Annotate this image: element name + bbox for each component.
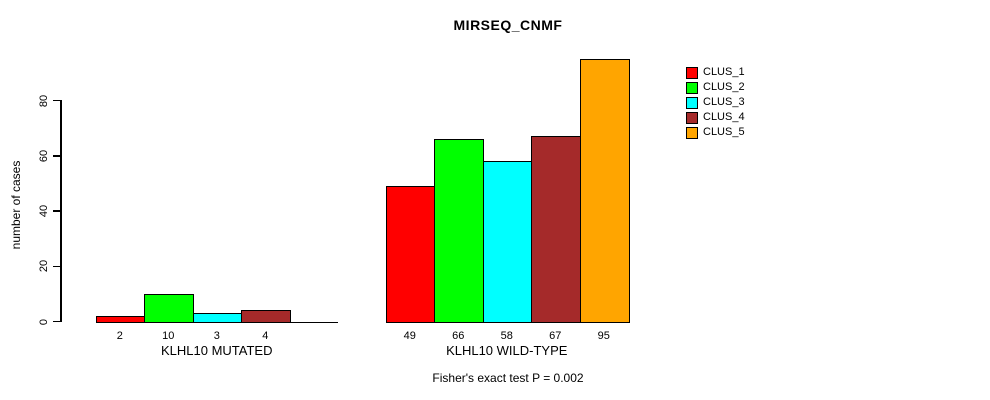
legend-label: CLUS_1 — [703, 66, 745, 78]
bar — [482, 161, 533, 323]
bar-value-label: 4 — [262, 330, 269, 342]
bar-value-label: 58 — [500, 330, 513, 342]
y-axis-title: number of cases — [9, 160, 23, 250]
bar — [192, 313, 243, 323]
legend-label: CLUS_4 — [703, 111, 745, 123]
legend-swatch-clus_2 — [686, 82, 698, 94]
bar — [95, 315, 146, 323]
y-tick-mark — [53, 155, 60, 157]
bar — [434, 139, 484, 323]
legend-label: CLUS_5 — [703, 126, 745, 138]
bar-value-label: 3 — [213, 330, 220, 342]
y-tick-mark — [53, 99, 60, 102]
bar — [144, 293, 194, 323]
bar — [385, 186, 436, 323]
bar — [241, 310, 291, 323]
bar-value-label: 49 — [403, 330, 416, 342]
bar — [579, 59, 630, 323]
y-tick-mark — [53, 265, 60, 267]
group-label: KLHL10 MUTATED — [161, 343, 273, 358]
legend-label: CLUS_2 — [703, 81, 745, 93]
y-tick-mark — [53, 210, 60, 212]
y-tick-label: 20 — [38, 260, 50, 273]
legend-swatch-clus_5 — [686, 127, 698, 139]
bar-value-label: 95 — [597, 330, 610, 342]
legend-swatch-clus_4 — [686, 112, 698, 124]
group-label: KLHL10 WILD-TYPE — [446, 343, 568, 358]
y-tick-label: 60 — [38, 149, 50, 162]
legend-swatch-clus_1 — [686, 67, 698, 79]
bar-value-label: 2 — [116, 330, 123, 342]
chart-title: MIRSEQ_CNMF — [453, 17, 563, 33]
bar — [531, 136, 581, 323]
bar-value-label: 10 — [162, 330, 175, 342]
y-tick-label: 0 — [38, 318, 50, 325]
bar-value-label: 66 — [452, 330, 465, 342]
footnote-fisher-test: Fisher's exact test P = 0.002 — [432, 371, 584, 385]
bar-value-label: 67 — [549, 330, 562, 342]
y-tick-label: 40 — [38, 204, 50, 218]
y-tick-mark — [53, 320, 60, 323]
y-axis-line — [60, 100, 62, 322]
y-tick-label: 80 — [38, 94, 50, 107]
legend-label: CLUS_3 — [703, 96, 745, 108]
legend-swatch-clus_3 — [686, 97, 698, 109]
